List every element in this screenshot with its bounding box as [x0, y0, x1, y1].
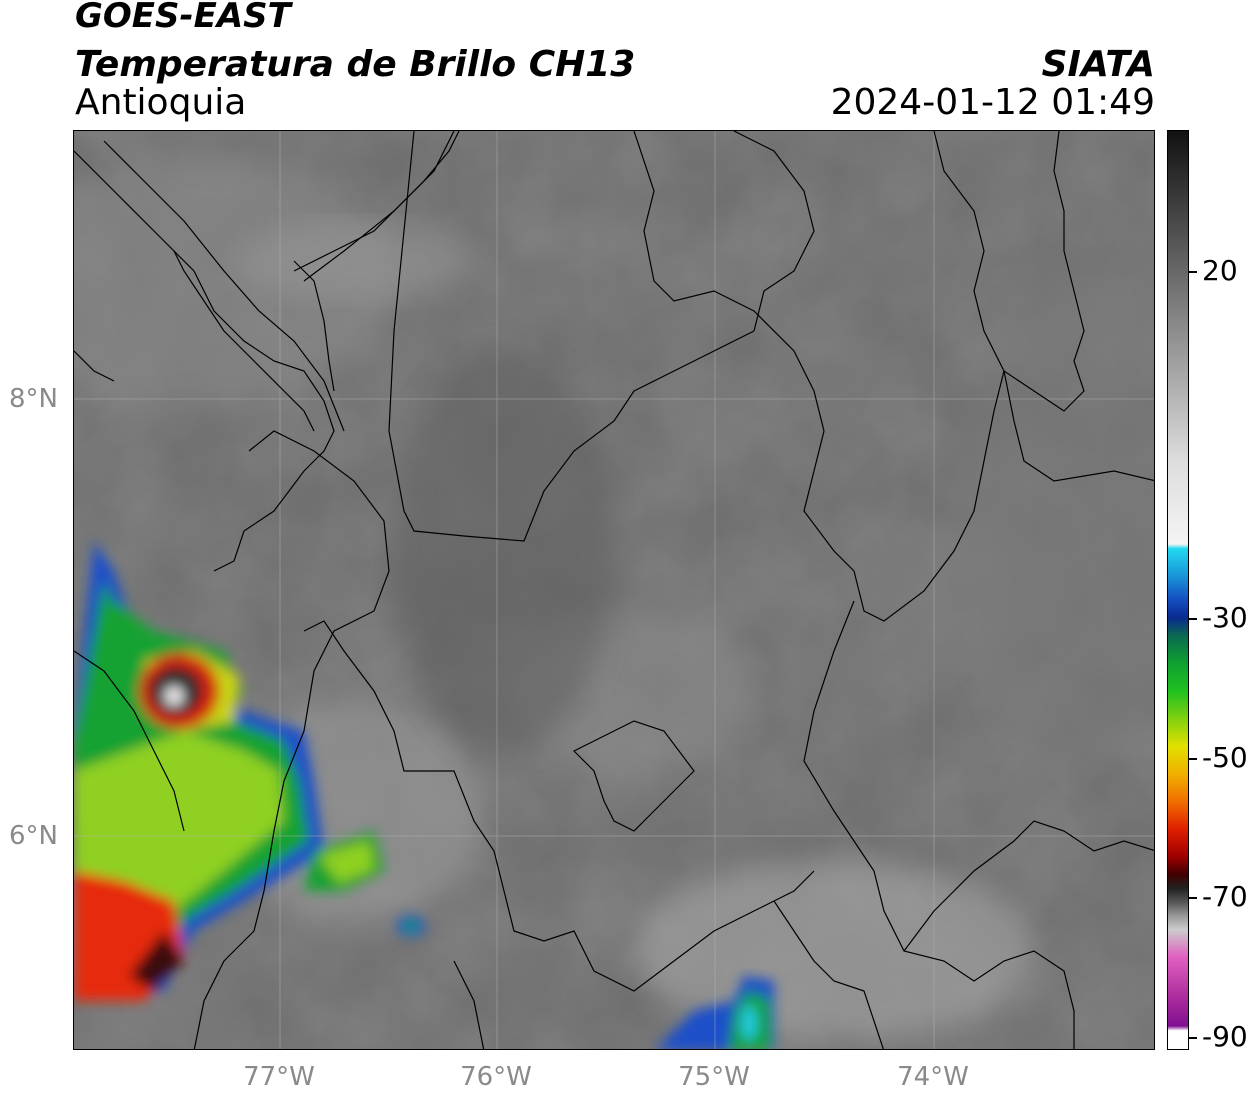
boundary-lines — [74, 131, 1154, 1049]
product-title: Temperatura de Brillo CH13 — [75, 44, 636, 85]
timestamp-label: 2024-01-12 01:49 — [830, 82, 1155, 123]
colorbar-tick — [1189, 271, 1197, 273]
region-subtitle: Antioquia — [75, 82, 247, 123]
colorbar-label: -90 — [1202, 1020, 1248, 1053]
lon-label-74w: 74°W — [897, 1062, 969, 1092]
colorbar-tick — [1189, 897, 1197, 899]
lon-label-75w: 75°W — [678, 1062, 750, 1092]
lat-label-6n: 6°N — [9, 821, 58, 851]
lon-label-77w: 77°W — [243, 1062, 315, 1092]
colorbar-label: -30 — [1202, 601, 1248, 634]
colorbar-tick — [1189, 1037, 1197, 1039]
colorbar-label: 20 — [1202, 254, 1238, 287]
convective-cloud-cluster — [74, 541, 425, 1001]
colorbar-tick — [1189, 618, 1197, 620]
colorbar — [1167, 130, 1189, 1050]
colorbar-tick — [1189, 758, 1197, 760]
lon-label-76w: 76°W — [460, 1062, 532, 1092]
satellite-map — [73, 130, 1155, 1050]
lat-label-8n: 8°N — [9, 384, 58, 414]
organization-label: SIATA — [1041, 44, 1155, 85]
colorbar-label: -50 — [1202, 741, 1248, 774]
satellite-title: GOES-EAST — [75, 0, 291, 36]
colorbar-label: -70 — [1202, 880, 1248, 913]
